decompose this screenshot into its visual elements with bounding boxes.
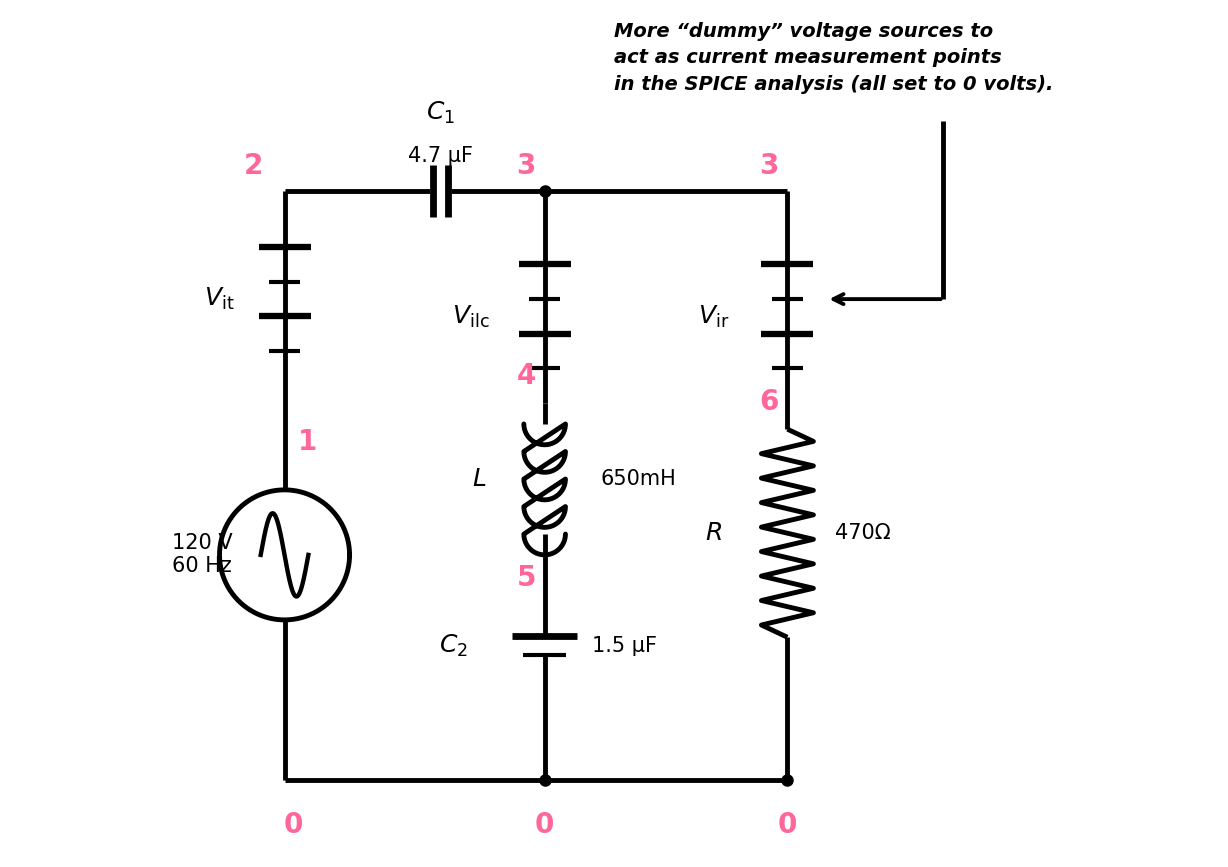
Text: V$_\mathrm{ir}$: V$_\mathrm{ir}$ [698, 303, 729, 329]
Text: 5: 5 [517, 564, 535, 591]
Text: 4: 4 [517, 362, 535, 390]
Text: V$_\mathrm{it}$: V$_\mathrm{it}$ [204, 286, 235, 312]
Text: 650mH: 650mH [600, 469, 677, 489]
Text: 1.5 μF: 1.5 μF [592, 636, 657, 656]
Text: 3: 3 [517, 153, 535, 180]
Text: 470Ω: 470Ω [835, 523, 890, 544]
Text: 0: 0 [284, 811, 303, 838]
Text: 0: 0 [535, 811, 554, 838]
Text: 6: 6 [759, 388, 779, 416]
Text: More “dummy” voltage sources to
act as current measurement points
in the SPICE a: More “dummy” voltage sources to act as c… [614, 22, 1054, 94]
Text: 120 V
60 Hz: 120 V 60 Hz [172, 533, 232, 577]
Text: C$_1$: C$_1$ [426, 100, 456, 126]
Text: C$_2$: C$_2$ [440, 633, 468, 659]
Text: L: L [473, 467, 486, 491]
Text: R: R [705, 521, 722, 545]
Text: V$_\mathrm{ilc}$: V$_\mathrm{ilc}$ [452, 303, 490, 329]
Text: 0: 0 [777, 811, 797, 838]
Text: 2: 2 [243, 153, 263, 180]
Text: 4.7 μF: 4.7 μF [408, 147, 473, 166]
Text: 3: 3 [759, 153, 779, 180]
Text: 1: 1 [297, 428, 317, 456]
